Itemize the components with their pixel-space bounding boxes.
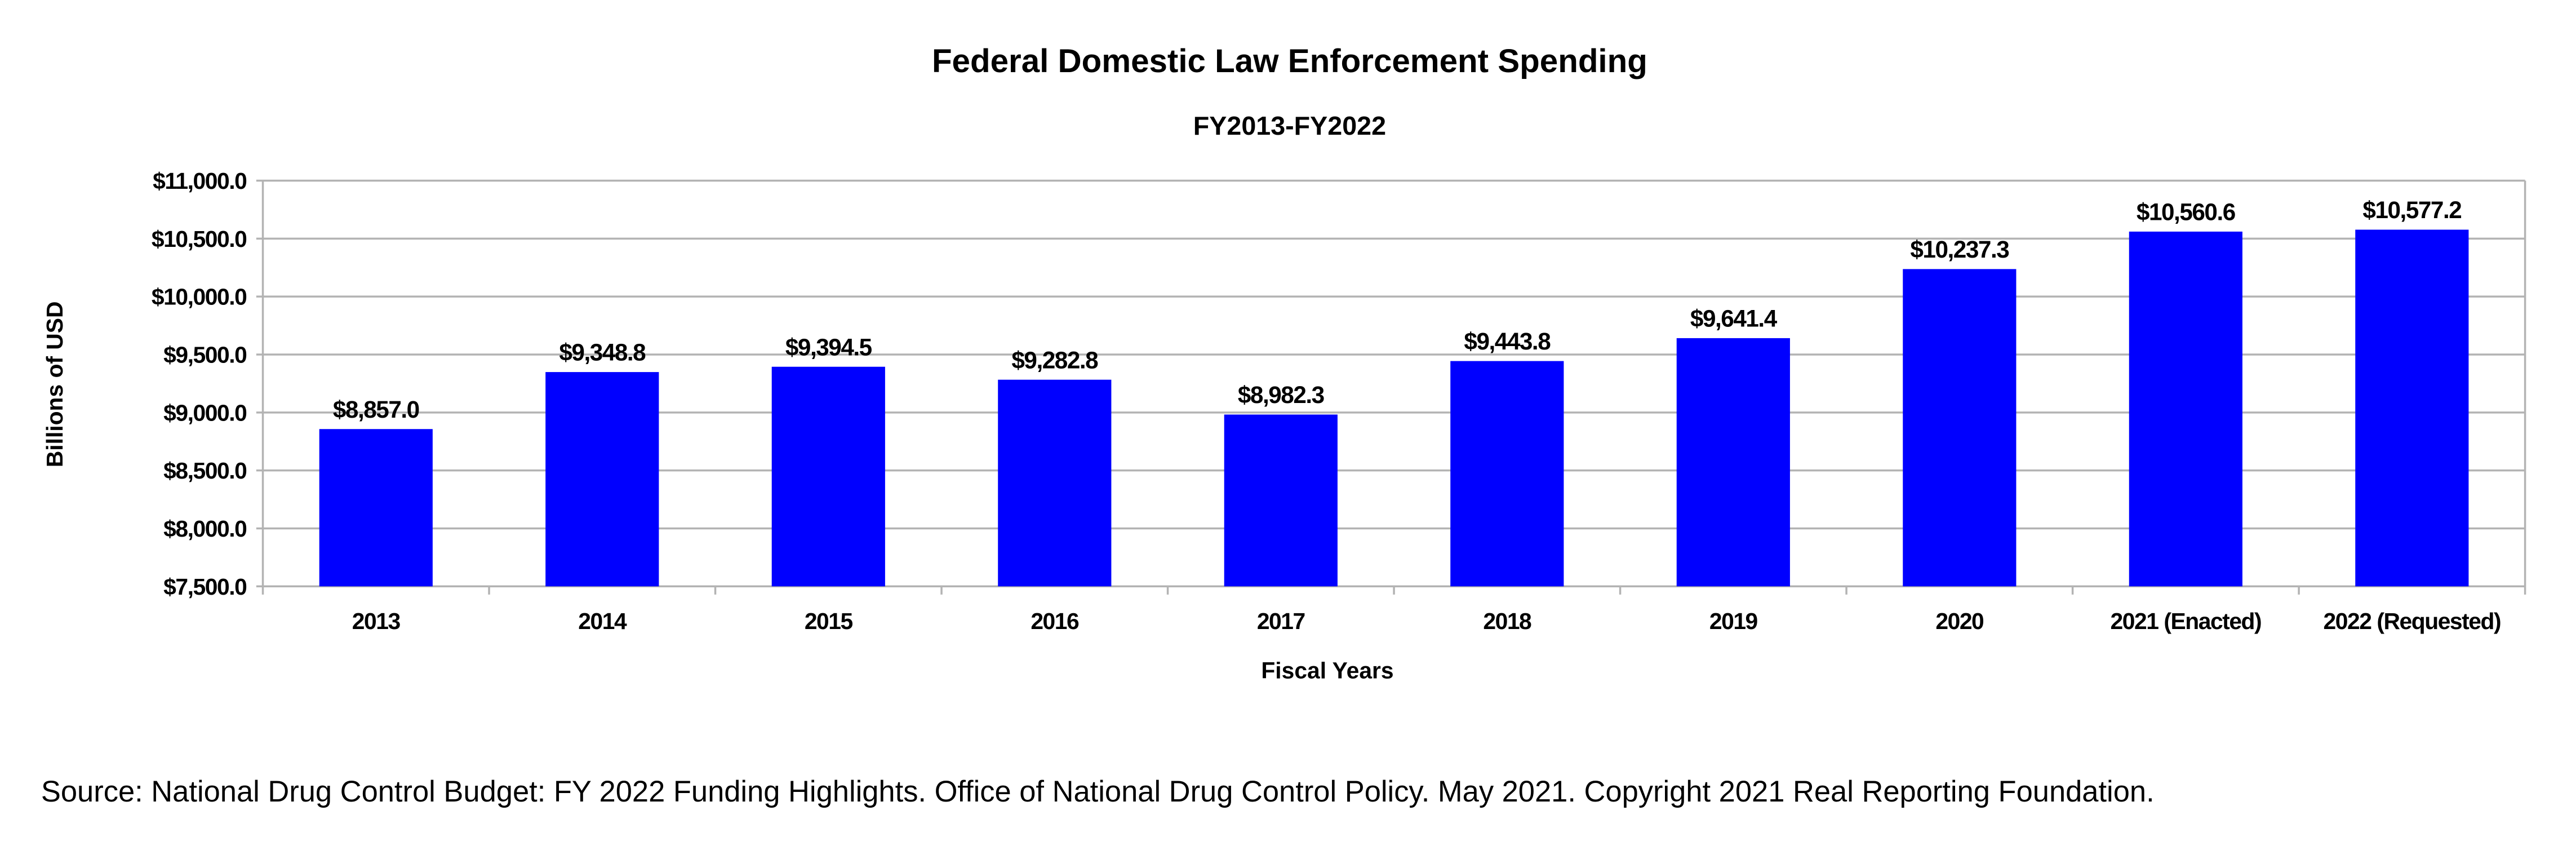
- data-label: $9,443.8: [1464, 328, 1551, 355]
- data-label: $10,237.3: [1910, 236, 2009, 263]
- data-label: $8,857.0: [333, 396, 419, 423]
- y-tick-label: $11,000.0: [153, 168, 247, 194]
- x-tick-label: 2014: [578, 608, 627, 634]
- data-label: $9,394.5: [785, 334, 872, 360]
- bar-2021 (Enacted): [2129, 231, 2242, 587]
- x-axis-ticks: 2013 2014 2015 2016 2017 2018 2019 2020 2021 (En…: [352, 608, 2502, 634]
- x-tick-label: 2013: [352, 608, 401, 634]
- x-tick-label: 2017: [1257, 608, 1305, 634]
- x-tick-label: 2019: [1709, 608, 1758, 634]
- y-tick-label: $9,500.0: [163, 342, 247, 368]
- bar-2022 (Requested): [2355, 229, 2469, 587]
- x-axis-title: Fiscal Years: [1261, 657, 1393, 683]
- x-tick-label: 2022 (Requested): [2324, 608, 2501, 634]
- chart-subtitle: FY2013-FY2022: [1193, 111, 1386, 140]
- data-label: $10,560.6: [2137, 199, 2235, 225]
- bar-2020: [1903, 269, 2017, 587]
- bars: [319, 229, 2469, 587]
- chart-title: Federal Domestic Law Enforcement Spendin…: [932, 43, 1647, 79]
- y-tick-label: $10,500.0: [152, 226, 247, 252]
- data-label: $9,641.4: [1690, 305, 1778, 332]
- data-label: $8,982.3: [1238, 382, 1324, 408]
- data-label: $9,282.8: [1011, 347, 1098, 373]
- x-tick-label: 2021 (Enacted): [2111, 608, 2262, 634]
- y-tick-label: $8,000.0: [163, 516, 247, 542]
- y-tick-label: $7,500.0: [163, 574, 247, 600]
- bar-2013: [319, 429, 433, 587]
- bar-2015: [771, 366, 885, 587]
- data-labels: $8,857.0 $9,348.8 $9,394.5 $9,282.8 $8,982.3…: [333, 197, 2462, 423]
- y-axis-title: Billions of USD: [42, 302, 68, 468]
- x-tick-label: 2016: [1031, 608, 1079, 634]
- y-tick-label: $10,000.0: [152, 284, 247, 310]
- bar-2016: [998, 379, 1112, 587]
- y-axis-ticks: $7,500.0 $8,000.0 $8,500.0 $9,000.0 $9,500.0…: [152, 168, 248, 600]
- y-tick-label: $8,500.0: [163, 458, 247, 484]
- data-label: $10,577.2: [2362, 197, 2461, 223]
- bar-2014: [545, 372, 659, 587]
- x-tick-label: 2018: [1483, 608, 1531, 634]
- source-note: Source: National Drug Control Budget: FY…: [41, 776, 2155, 808]
- x-tick-label: 2020: [1935, 608, 1984, 634]
- bar-2017: [1224, 414, 1338, 587]
- y-tick-label: $9,000.0: [163, 400, 247, 426]
- x-tick-label: 2015: [805, 608, 853, 634]
- bar-2019: [1676, 338, 1790, 587]
- bar-2018: [1450, 361, 1564, 587]
- data-label: $9,348.8: [559, 339, 646, 366]
